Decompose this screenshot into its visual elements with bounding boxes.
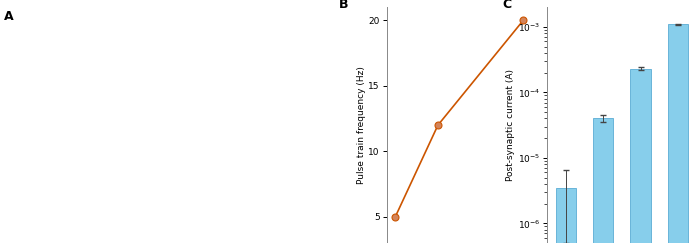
Y-axis label: Pulse train frequency (Hz): Pulse train frequency (Hz) bbox=[356, 66, 365, 184]
Text: B: B bbox=[339, 0, 349, 11]
Bar bbox=[630, 69, 651, 243]
Bar bbox=[668, 24, 688, 243]
Bar bbox=[593, 119, 613, 243]
Y-axis label: Post-synaptic current (A): Post-synaptic current (A) bbox=[506, 69, 515, 181]
Text: C: C bbox=[503, 0, 512, 11]
Bar bbox=[556, 188, 576, 243]
Text: A: A bbox=[4, 10, 13, 23]
